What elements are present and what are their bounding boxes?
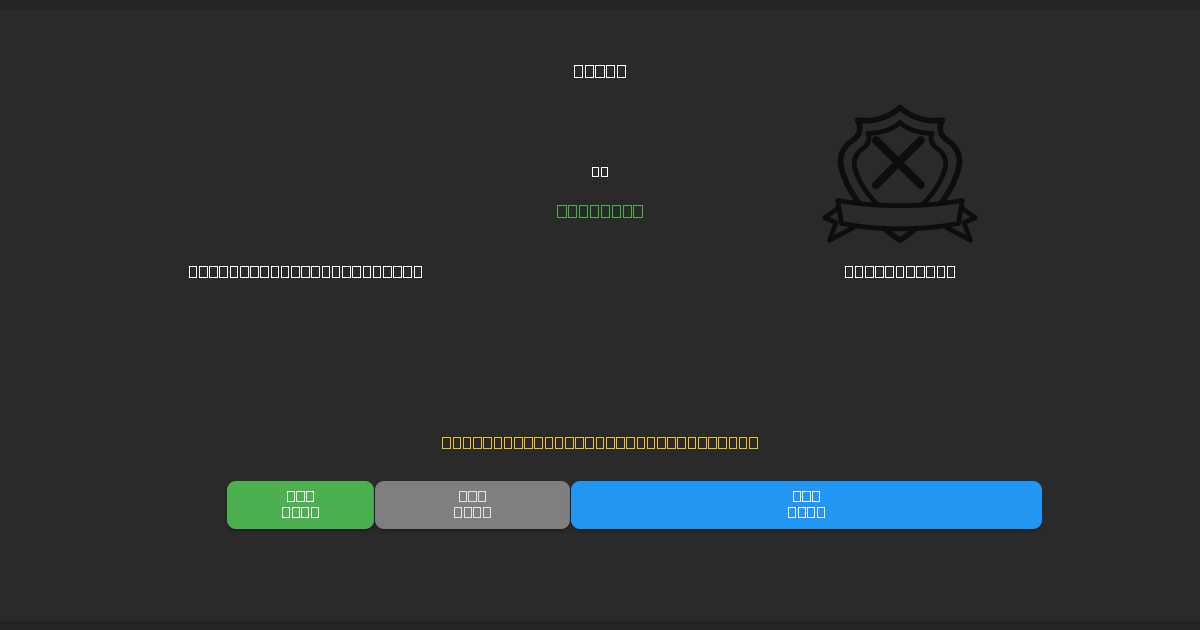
green-action-button[interactable] (227, 481, 374, 529)
badge-caption (800, 262, 1000, 281)
status-link[interactable] (0, 202, 1200, 222)
page-title (0, 62, 1200, 82)
blue-action-button-line2 (787, 505, 825, 521)
blue-action-button[interactable] (571, 481, 1042, 529)
bottom-edge-strip (0, 621, 1200, 630)
warning-text (0, 433, 1200, 452)
green-action-button-line2 (281, 505, 319, 521)
top-edge-strip (0, 0, 1200, 9)
green-action-button-line1 (286, 489, 315, 505)
gray-action-button[interactable] (375, 481, 570, 529)
gray-action-button-line1 (458, 489, 487, 505)
status-text (0, 165, 1200, 180)
left-description (188, 262, 423, 281)
shield-x-badge-icon (820, 101, 980, 253)
blue-action-button-line1 (792, 489, 821, 505)
gray-action-button-line2 (453, 505, 491, 521)
